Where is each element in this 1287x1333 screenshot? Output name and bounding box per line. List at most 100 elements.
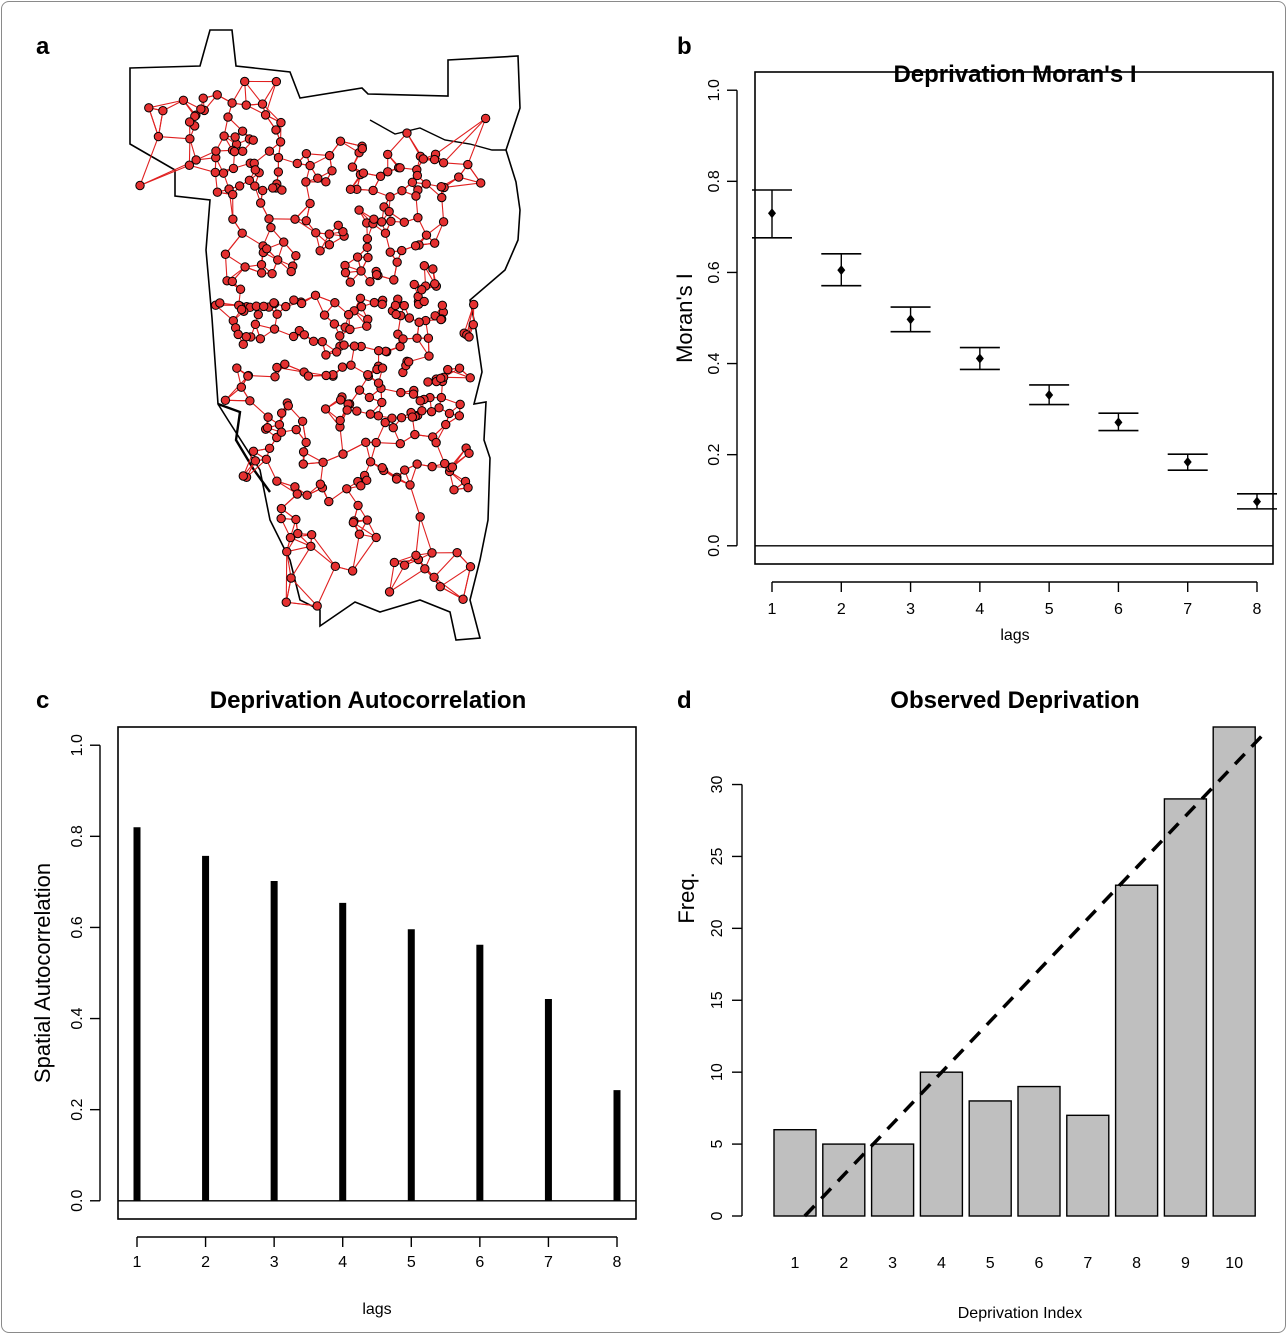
- network-edge: [440, 567, 470, 587]
- chart-b-x-tick-label: 1: [768, 601, 777, 618]
- network-node: [453, 548, 461, 556]
- network-node: [372, 533, 380, 541]
- network-node: [235, 182, 243, 190]
- network-node: [415, 318, 423, 326]
- network-node: [311, 291, 319, 299]
- network-node: [216, 299, 224, 307]
- network-node: [238, 127, 246, 135]
- network-node: [343, 485, 351, 493]
- chart-c-y-tick-label: 0.2: [69, 1098, 86, 1120]
- network-node: [481, 114, 489, 122]
- network-node: [439, 159, 447, 167]
- chart-c-x-tick-label: 5: [407, 1254, 416, 1271]
- chart-b-marks: [752, 190, 1277, 546]
- network-node: [340, 341, 348, 349]
- network-node: [444, 365, 452, 373]
- network-node: [265, 147, 273, 155]
- network-node: [251, 457, 259, 465]
- network-node: [412, 192, 420, 200]
- network-node: [469, 320, 477, 328]
- network-node: [357, 482, 365, 490]
- network-node: [211, 168, 219, 176]
- network-node: [306, 161, 314, 169]
- chart-d-bar: [1018, 1087, 1060, 1216]
- network-node: [437, 374, 445, 382]
- network-node: [331, 299, 339, 307]
- network-node: [330, 320, 338, 328]
- network-node: [378, 464, 386, 472]
- network-node: [322, 351, 330, 359]
- network-node: [251, 166, 259, 174]
- network-node: [420, 262, 428, 270]
- network-node: [197, 105, 205, 113]
- network-node: [428, 462, 436, 470]
- network-node: [213, 91, 221, 99]
- network-node: [437, 315, 445, 323]
- chart-b-y-tick-label: 0.0: [706, 535, 723, 557]
- network-node: [450, 486, 458, 494]
- network-node: [437, 393, 445, 401]
- network-node: [241, 77, 249, 85]
- network-node: [445, 409, 453, 417]
- network-node: [378, 398, 386, 406]
- network-node: [289, 332, 297, 340]
- network-node: [257, 261, 265, 269]
- network-node: [282, 302, 290, 310]
- network-node: [438, 193, 446, 201]
- network-node: [277, 428, 285, 436]
- network-node: [277, 504, 285, 512]
- chart-b-plot-box: [755, 72, 1273, 564]
- chart-b-point: [1045, 390, 1053, 400]
- chart-c-x-tick-label: 4: [338, 1254, 347, 1271]
- network-node: [362, 438, 370, 446]
- network-edge: [434, 553, 457, 578]
- network-node: [254, 310, 262, 318]
- chart-d-bar: [969, 1101, 1011, 1216]
- chart-d-x-tick-label: 5: [986, 1255, 995, 1272]
- chart-d-x-label: Deprivation Index: [958, 1305, 1083, 1322]
- network-node: [242, 101, 250, 109]
- network-node: [370, 298, 378, 306]
- network-node: [384, 150, 392, 158]
- chart-d-y-tick-label: 30: [709, 776, 726, 794]
- network-node: [263, 424, 271, 432]
- network-node: [387, 217, 395, 225]
- chart-d-x-tick-label: 7: [1083, 1255, 1092, 1272]
- network-node: [283, 548, 291, 556]
- chart-b-x-tick-label: 3: [906, 601, 915, 618]
- network-node: [220, 132, 228, 140]
- network-node: [219, 169, 227, 177]
- network-node: [186, 135, 194, 143]
- network-node: [267, 223, 275, 231]
- network-node: [286, 533, 294, 541]
- network-node: [422, 180, 430, 188]
- network-node: [270, 325, 278, 333]
- network-node: [292, 251, 300, 259]
- network-node: [421, 565, 429, 573]
- network-edge: [416, 517, 420, 555]
- network-node: [411, 430, 419, 438]
- chart-d-y-label: Freq.: [674, 872, 699, 923]
- chart-d-bar: [1164, 799, 1206, 1216]
- network-node: [356, 294, 364, 302]
- network-node: [396, 342, 404, 350]
- network-node: [369, 186, 377, 194]
- network-node: [349, 518, 357, 526]
- network-node: [258, 100, 266, 108]
- network-node: [316, 480, 324, 488]
- chart-d-x-tick-label: 1: [791, 1255, 800, 1272]
- network-node: [246, 397, 254, 405]
- network-node: [424, 378, 432, 386]
- chart-d-y-tick-label: 5: [709, 1140, 726, 1149]
- chart-b-x-tick-label: 4: [975, 601, 984, 618]
- network-node: [237, 383, 245, 391]
- chart-d-x-tick-label: 6: [1035, 1255, 1044, 1272]
- network-node: [420, 297, 428, 305]
- chart-d-y-tick-label: 15: [709, 991, 726, 1009]
- network-node: [408, 413, 416, 421]
- network-edge: [158, 137, 189, 139]
